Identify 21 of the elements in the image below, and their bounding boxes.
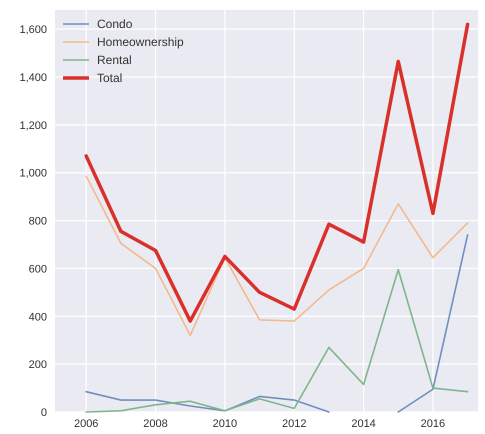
y-tick-label: 200 [28, 359, 47, 372]
y-tick-label: 600 [28, 263, 47, 276]
x-tick-label: 2012 [282, 418, 306, 430]
x-tick-label: 2010 [212, 418, 238, 430]
y-tick-label: 0 [40, 407, 47, 419]
x-tick-label: 2008 [143, 418, 168, 430]
y-tick-label: 1,600 [19, 24, 47, 36]
x-tick-label: 2006 [74, 418, 98, 430]
legend-label: Homeownership [97, 35, 184, 49]
y-tick-label: 1,200 [19, 120, 47, 132]
y-tick-label: 400 [28, 311, 47, 324]
line-series [85, 268, 468, 413]
y-tick-label: 1,000 [19, 168, 47, 180]
x-tick-label: 2014 [351, 418, 376, 430]
y-tick-label: 1,400 [19, 72, 47, 84]
legend-label: Total [97, 71, 122, 85]
line-series [85, 176, 468, 336]
y-tick-label: 800 [28, 216, 47, 228]
legend-label: Condo [97, 17, 133, 31]
legend-label: Rental [97, 53, 132, 67]
x-tick-label: 2016 [420, 418, 446, 430]
